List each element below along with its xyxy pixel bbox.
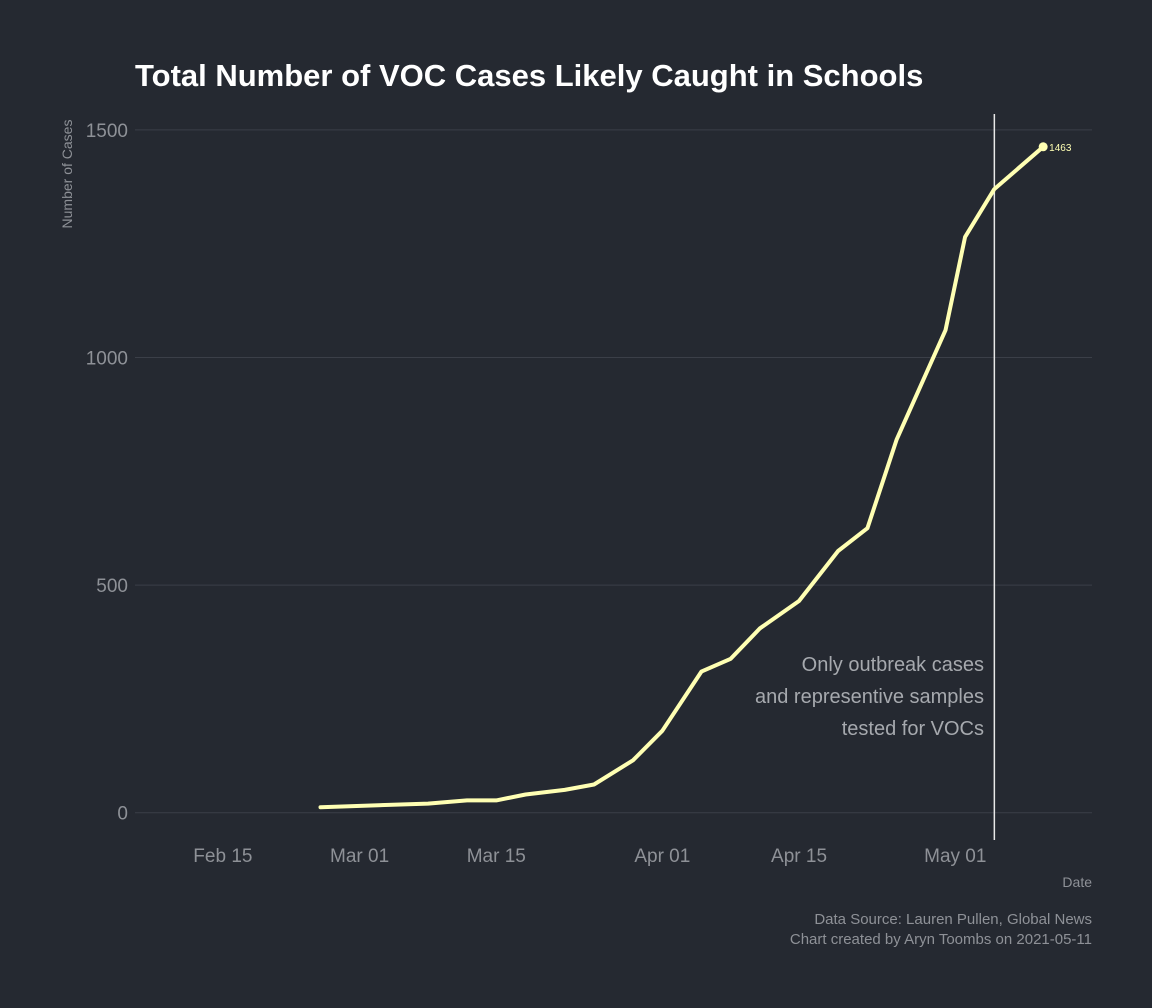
y-tick-label: 1000 <box>86 349 128 370</box>
data-point <box>836 549 840 553</box>
x-tick-labels: Feb 15 Mar 01 Mar 15 Apr 01 Apr 15 May 01 <box>193 846 986 867</box>
data-point <box>319 805 323 809</box>
caption-source: Data Source: Lauren Pullen, Global News <box>814 911 1092 928</box>
data-point <box>660 729 664 733</box>
grid-lines <box>135 129 1092 814</box>
x-tick-label: Feb 15 <box>193 846 252 867</box>
annotation-line-2: and representive samples <box>755 686 984 708</box>
data-point <box>699 670 703 674</box>
y-axis-label: Number of Cases <box>59 120 75 229</box>
x-tick-label: Mar 01 <box>330 846 389 867</box>
y-tick-label: 500 <box>96 576 128 597</box>
data-point <box>895 437 899 441</box>
data-point <box>992 187 996 191</box>
x-axis-label: Date <box>1062 874 1092 890</box>
y-tick-label: 0 <box>117 804 128 825</box>
x-tick-label: Apr 01 <box>634 846 690 867</box>
data-point <box>729 657 733 661</box>
data-point <box>631 758 635 762</box>
end-point-label: 1463 <box>1049 143 1072 154</box>
end-point-marker <box>1038 142 1048 152</box>
x-tick-label: May 01 <box>924 846 986 867</box>
caption-credit: Chart created by Aryn Toombs on 2021-05-… <box>790 931 1092 948</box>
data-point <box>592 782 596 786</box>
data-point <box>426 802 430 806</box>
data-point <box>797 599 801 603</box>
data-point <box>563 788 567 792</box>
data-point <box>758 626 762 630</box>
annotation-line-3: tested for VOCs <box>842 718 984 740</box>
annotation-line-1: Only outbreak cases <box>802 654 984 676</box>
x-tick-label: Apr 15 <box>771 846 827 867</box>
chart-title: Total Number of VOC Cases Likely Caught … <box>135 58 923 93</box>
data-point <box>524 792 528 796</box>
series-line <box>318 144 1046 810</box>
data-point <box>963 235 967 239</box>
data-point <box>944 328 948 332</box>
y-tick-labels: 0 500 1000 1500 <box>86 121 128 825</box>
data-point <box>465 798 469 802</box>
data-points <box>319 145 1045 809</box>
y-tick-label: 1500 <box>86 121 128 142</box>
data-point <box>494 798 498 802</box>
data-point <box>865 526 869 530</box>
x-tick-label: Mar 15 <box>467 846 526 867</box>
